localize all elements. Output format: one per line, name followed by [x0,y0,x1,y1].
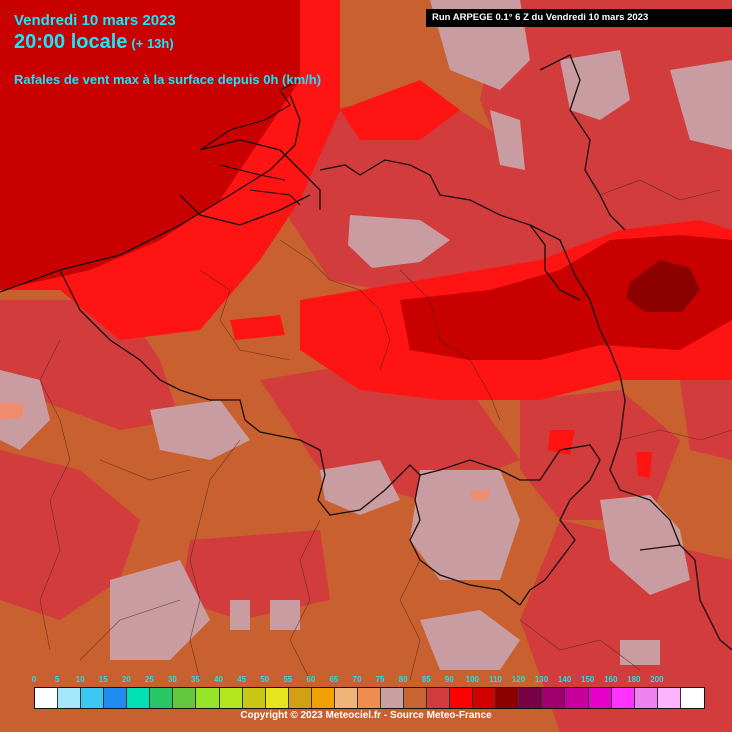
legend-label: 45 [237,675,247,684]
forecast-offset: (+ 13h) [131,36,174,51]
legend-label: 180 [627,675,641,684]
legend-label: 65 [329,675,339,684]
legend-swatch [496,688,520,708]
legend-label: 85 [421,675,431,684]
legend-swatch [634,688,658,708]
legend-swatch [288,688,312,708]
region-borders [39,179,732,681]
legend-label: 110 [488,675,502,684]
legend-swatch [357,688,381,708]
coastline [199,79,301,206]
legend-label: 40 [214,675,223,684]
legend-label: 0 [31,675,37,684]
legend-swatch [196,688,220,708]
legend-label: 50 [260,675,270,684]
legend-label: 30 [167,675,177,684]
title-block: Vendredi 10 mars 2023 20:00 locale (+ 13h… [14,12,176,56]
legend-label: 5 [54,675,60,684]
legend-swatch [311,688,335,708]
zone-110-core [626,260,700,312]
zone-75 [0,0,732,670]
copyright: Copyright © 2023 Meteociel.fr - Source M… [240,710,492,721]
legend-label: 120 [511,675,526,684]
legend-swatch [565,688,589,708]
legend-swatch [380,688,404,708]
legend-label: 35 [191,675,200,684]
legend-swatch [657,688,681,708]
legend-label: 25 [144,675,154,684]
legend-label: 55 [283,675,293,684]
legend-label: 75 [375,675,385,684]
legend-swatch [242,688,266,708]
country-borders [0,54,732,651]
legend-label: 10 [75,675,85,684]
legend-swatch [150,688,174,708]
legend-swatch [173,688,197,708]
legend-label: 60 [306,675,316,684]
legend-label: 100 [465,675,480,684]
legend-swatch [219,688,243,708]
legend-label: 150 [580,675,595,684]
legend-label: 15 [98,675,108,684]
legend-swatch [265,688,289,708]
legend-label: 80 [398,675,408,684]
legend-label: 90 [444,675,454,684]
run-info-box: Run ARPEGE 0.1° 6 Z du Vendredi 10 mars … [426,9,732,27]
forecast-date: Vendredi 10 mars 2023 [14,12,176,29]
zone-100 [0,0,732,360]
legend-swatch [519,688,543,708]
forecast-time-label: 20:00 locale [14,31,128,53]
color-legend [34,687,705,709]
legend-swatch [473,688,497,708]
legend-label: 160 [604,675,618,684]
legend-swatch [588,688,612,708]
legend-swatch [58,688,82,708]
legend-swatch [81,688,105,708]
legend-swatch [427,688,451,708]
zone-65 [0,402,490,500]
legend-label: 70 [352,675,362,684]
legend-swatch [450,688,474,708]
legend-swatch [611,688,635,708]
legend-label: 140 [557,675,572,684]
legend-swatch [680,688,704,708]
parameter-label: Rafales de vent max à la surface depuis … [14,72,322,87]
legend-labels: 0 5 10 15 20 25 30 35 40 45 50 55 60 65 70 75 80 85 90 100 1… [31,675,703,687]
legend-label: 130 [534,675,549,684]
legend-swatch [35,688,59,708]
legend-label: 20 [121,675,131,684]
forecast-time: 20:00 locale (+ 13h) [14,30,176,56]
legend-swatch [127,688,151,708]
legend-label: 200 [650,675,664,684]
legend-swatch [404,688,428,708]
legend-swatch [542,688,566,708]
legend-swatch [334,688,358,708]
legend-swatch [104,688,128,708]
